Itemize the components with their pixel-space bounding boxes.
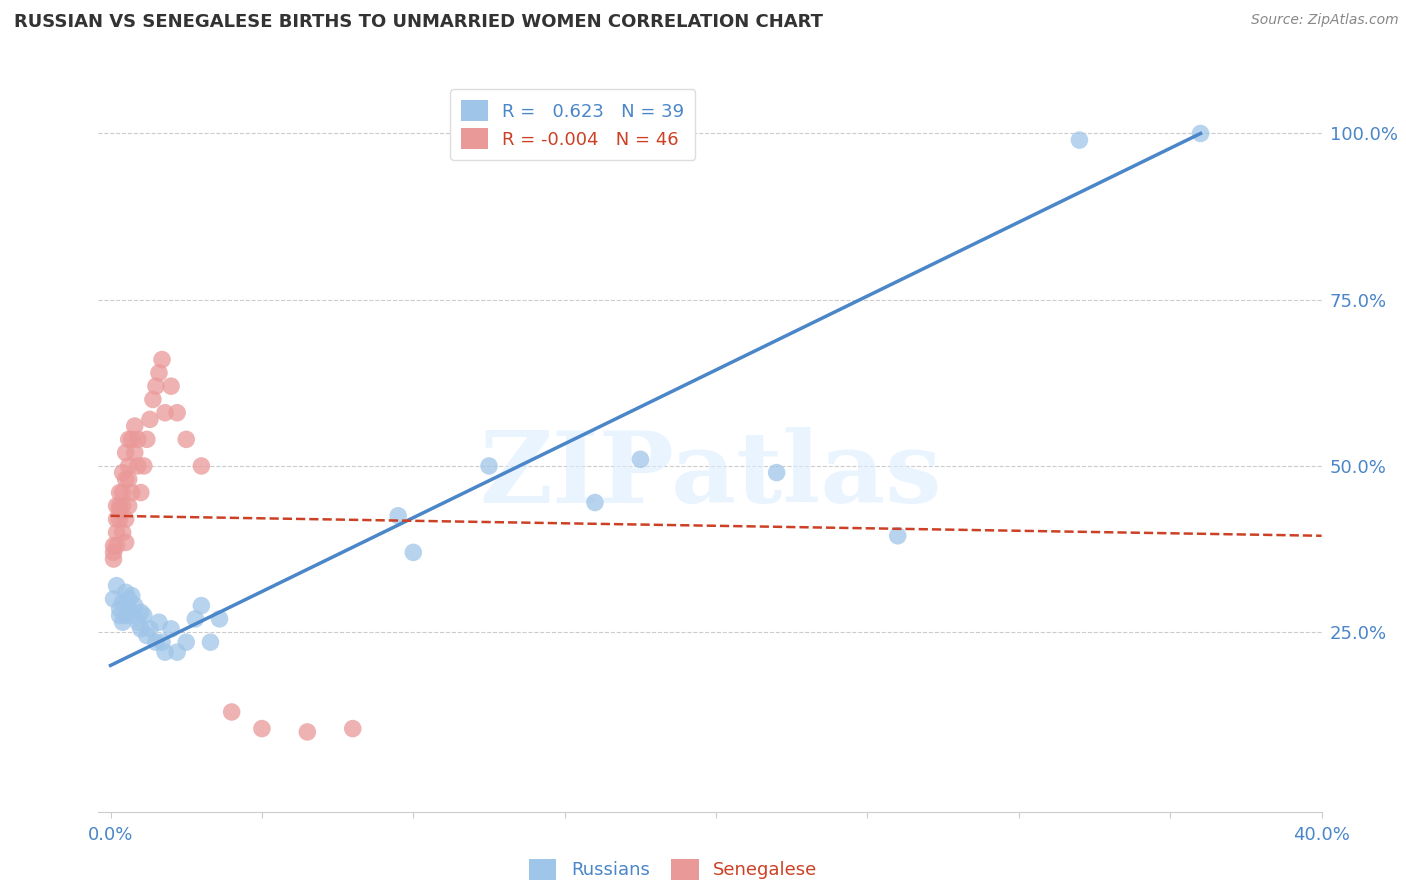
- Point: [145, 379, 167, 393]
- Point: [166, 645, 188, 659]
- Point: [114, 535, 136, 549]
- Point: [111, 466, 134, 480]
- Text: Source: ZipAtlas.com: Source: ZipAtlas.com: [1251, 13, 1399, 28]
- Point: [108, 512, 131, 526]
- Point: [124, 445, 146, 459]
- Point: [135, 433, 157, 447]
- Point: [150, 352, 173, 367]
- Point: [166, 406, 188, 420]
- Point: [118, 433, 141, 447]
- Point: [121, 433, 143, 447]
- Point: [121, 608, 143, 623]
- Point: [174, 433, 197, 447]
- Point: [124, 599, 146, 613]
- Legend: Russians, Senegalese: Russians, Senegalese: [522, 852, 824, 887]
- Text: RUSSIAN VS SENEGALESE BIRTHS TO UNMARRIED WOMEN CORRELATION CHART: RUSSIAN VS SENEGALESE BIRTHS TO UNMARRIE…: [14, 13, 823, 31]
- Point: [103, 545, 125, 559]
- Point: [108, 485, 131, 500]
- Point: [153, 645, 176, 659]
- Point: [160, 622, 183, 636]
- Point: [114, 445, 136, 459]
- Point: [111, 499, 134, 513]
- Point: [108, 499, 131, 513]
- Point: [208, 612, 231, 626]
- Point: [105, 525, 128, 540]
- Point: [142, 392, 165, 407]
- Point: [765, 466, 787, 480]
- Point: [114, 585, 136, 599]
- Point: [118, 602, 141, 616]
- Point: [118, 472, 141, 486]
- Point: [139, 622, 162, 636]
- Point: [114, 512, 136, 526]
- Point: [108, 602, 131, 616]
- Point: [118, 499, 141, 513]
- Point: [103, 591, 125, 606]
- Point: [129, 605, 152, 619]
- Point: [135, 628, 157, 642]
- Point: [1069, 133, 1091, 147]
- Point: [148, 366, 170, 380]
- Point: [111, 525, 134, 540]
- Point: [127, 433, 149, 447]
- Point: [297, 725, 319, 739]
- Point: [105, 579, 128, 593]
- Point: [628, 452, 651, 467]
- Point: [148, 615, 170, 630]
- Point: [111, 485, 134, 500]
- Point: [153, 406, 176, 420]
- Point: [111, 595, 134, 609]
- Point: [1189, 127, 1212, 141]
- Point: [105, 539, 128, 553]
- Point: [190, 599, 212, 613]
- Point: [250, 722, 273, 736]
- Point: [190, 458, 212, 473]
- Point: [887, 529, 910, 543]
- Point: [114, 608, 136, 623]
- Point: [103, 552, 125, 566]
- Point: [145, 635, 167, 649]
- Point: [478, 458, 501, 473]
- Point: [387, 508, 409, 523]
- Point: [402, 545, 425, 559]
- Point: [108, 502, 131, 516]
- Text: ZIPatlas: ZIPatlas: [479, 426, 941, 524]
- Point: [105, 512, 128, 526]
- Point: [184, 612, 207, 626]
- Point: [108, 608, 131, 623]
- Point: [129, 622, 152, 636]
- Point: [127, 458, 149, 473]
- Point: [121, 589, 143, 603]
- Point: [127, 615, 149, 630]
- Point: [105, 499, 128, 513]
- Point: [583, 495, 606, 509]
- Point: [132, 608, 155, 623]
- Point: [200, 635, 222, 649]
- Point: [174, 635, 197, 649]
- Point: [114, 472, 136, 486]
- Point: [150, 635, 173, 649]
- Point: [124, 419, 146, 434]
- Point: [221, 705, 243, 719]
- Point: [118, 458, 141, 473]
- Point: [121, 485, 143, 500]
- Point: [132, 458, 155, 473]
- Point: [129, 485, 152, 500]
- Point: [139, 412, 162, 426]
- Point: [342, 722, 364, 736]
- Point: [160, 379, 183, 393]
- Point: [111, 615, 134, 630]
- Point: [103, 539, 125, 553]
- Point: [118, 591, 141, 606]
